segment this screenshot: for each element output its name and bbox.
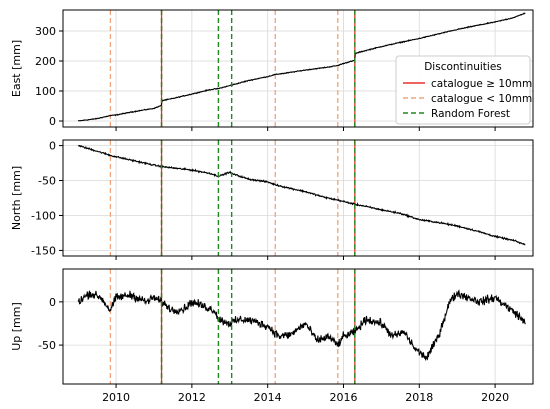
y-tick-label: -100 xyxy=(31,209,56,222)
x-tick-label: 2010 xyxy=(102,391,130,404)
x-tick-label: 2012 xyxy=(178,391,206,404)
series-line-east xyxy=(77,12,526,122)
legend-title: Discontinuities xyxy=(424,61,502,73)
x-tick-label: 2018 xyxy=(405,391,433,404)
x-tick-label: 2020 xyxy=(481,391,509,404)
y-tick-label: -150 xyxy=(31,244,56,257)
x-tick-label: 2016 xyxy=(329,391,357,404)
legend-entry-label: catalogue < 10mm xyxy=(431,93,532,105)
y-tick-label: 0 xyxy=(49,115,56,128)
y-tick-label: 0 xyxy=(49,140,56,153)
series-line-north xyxy=(77,144,526,246)
y-tick-label: -50 xyxy=(38,339,56,352)
legend-entry-label: Random Forest xyxy=(431,108,510,120)
panel-2: 0 -50 2010 2012 2014 2016 2018 2020 Up [mm] xyxy=(10,268,534,404)
legend: Discontinuities catalogue ≥ 10mm catalogue… xyxy=(395,55,532,125)
legend-entry-label: catalogue ≥ 10mm xyxy=(431,78,532,90)
axes-frame xyxy=(62,268,534,385)
y-axis-label: Up [mm] xyxy=(10,302,23,351)
y-axis-label: East [mm] xyxy=(10,40,23,97)
y-tick-label: 0 xyxy=(49,296,56,309)
panel-0: 0 100 200 300 East [mm] xyxy=(10,9,534,131)
legend-box xyxy=(395,55,531,125)
y-axis-label: North [mm] xyxy=(10,166,23,230)
axes-frame xyxy=(62,139,534,257)
y-tick-label: 300 xyxy=(35,25,56,38)
series-line-up xyxy=(77,289,526,361)
panel-1: 0 -50 -100 -150 North [mm] xyxy=(10,139,534,260)
axes-frame xyxy=(62,9,534,128)
y-tick-label: -50 xyxy=(38,175,56,188)
y-tick-label: 100 xyxy=(35,85,56,98)
x-tick-label: 2014 xyxy=(254,391,282,404)
y-tick-label: 200 xyxy=(35,55,56,68)
